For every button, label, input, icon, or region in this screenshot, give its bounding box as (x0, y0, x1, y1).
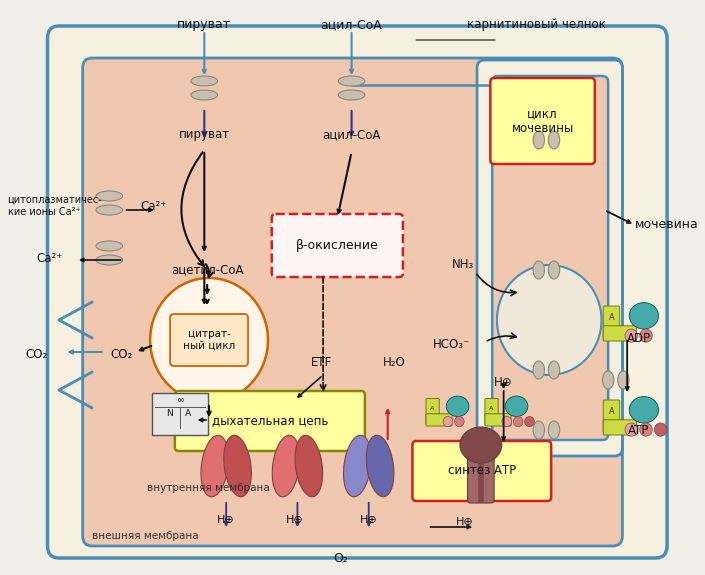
Text: NH₃: NH₃ (452, 259, 474, 271)
Circle shape (443, 416, 453, 427)
Text: CO₂: CO₂ (25, 348, 47, 362)
Ellipse shape (548, 261, 560, 279)
Text: внешняя мембрана: внешняя мембрана (92, 531, 199, 541)
Text: цикл
мочевины: цикл мочевины (511, 107, 574, 135)
FancyBboxPatch shape (467, 445, 494, 503)
Ellipse shape (338, 76, 365, 86)
Text: HCO₃⁻: HCO₃⁻ (433, 339, 470, 351)
Circle shape (497, 265, 601, 375)
Text: мочевина: мочевина (634, 218, 699, 232)
Ellipse shape (603, 371, 614, 389)
Text: цитоплазматичес-
кие ионы Ca²⁺: цитоплазматичес- кие ионы Ca²⁺ (8, 195, 102, 217)
FancyBboxPatch shape (603, 400, 620, 433)
Text: дыхательная цепь: дыхательная цепь (212, 415, 328, 427)
FancyBboxPatch shape (82, 58, 623, 546)
Ellipse shape (201, 435, 228, 497)
Ellipse shape (533, 131, 544, 149)
Circle shape (502, 416, 512, 427)
Ellipse shape (533, 361, 544, 379)
Circle shape (654, 423, 667, 436)
Ellipse shape (96, 191, 123, 201)
Text: H⊕: H⊕ (456, 517, 474, 527)
Ellipse shape (191, 90, 218, 100)
Text: H₂O: H₂O (383, 355, 406, 369)
FancyBboxPatch shape (170, 314, 248, 366)
Ellipse shape (505, 396, 528, 416)
Text: ATP: ATP (628, 424, 649, 436)
Text: синтез АТР: синтез АТР (448, 465, 516, 477)
Ellipse shape (96, 205, 123, 215)
FancyBboxPatch shape (426, 398, 439, 424)
Ellipse shape (548, 131, 560, 149)
Circle shape (639, 329, 652, 342)
Circle shape (625, 329, 637, 342)
Text: N: N (166, 409, 173, 419)
Ellipse shape (548, 421, 560, 439)
FancyBboxPatch shape (603, 326, 637, 341)
Text: карнитиновый челнок: карнитиновый челнок (467, 18, 606, 31)
Ellipse shape (446, 396, 469, 416)
FancyBboxPatch shape (491, 78, 595, 164)
Text: ∞: ∞ (176, 395, 185, 405)
Circle shape (513, 416, 523, 427)
Ellipse shape (272, 435, 300, 497)
FancyBboxPatch shape (492, 76, 608, 440)
Text: O₂: O₂ (333, 552, 348, 565)
Ellipse shape (96, 241, 123, 251)
Text: A: A (489, 405, 494, 411)
Ellipse shape (295, 435, 323, 497)
Text: пируват: пируват (177, 18, 231, 31)
Text: A: A (608, 313, 614, 323)
FancyBboxPatch shape (603, 306, 620, 339)
Text: ацил-CoA: ацил-CoA (321, 18, 383, 31)
Text: A: A (608, 408, 614, 416)
Ellipse shape (630, 302, 658, 329)
Circle shape (639, 423, 652, 436)
Ellipse shape (223, 435, 252, 497)
Ellipse shape (460, 427, 502, 463)
Text: A: A (430, 405, 435, 411)
FancyBboxPatch shape (603, 420, 637, 435)
Text: цитрат-
ный цикл: цитрат- ный цикл (183, 329, 235, 351)
Text: внутренняя мембрана: внутренняя мембрана (147, 483, 270, 493)
Ellipse shape (191, 76, 218, 86)
Ellipse shape (343, 435, 371, 497)
Text: ADP: ADP (627, 332, 651, 344)
Text: H⊕: H⊕ (217, 515, 235, 525)
Ellipse shape (630, 397, 658, 423)
Ellipse shape (533, 421, 544, 439)
FancyBboxPatch shape (271, 214, 403, 277)
Text: ацил-CoA: ацил-CoA (322, 128, 381, 141)
Ellipse shape (338, 90, 365, 100)
Circle shape (525, 416, 534, 427)
Ellipse shape (96, 255, 123, 265)
Ellipse shape (533, 261, 544, 279)
FancyBboxPatch shape (175, 391, 365, 451)
Ellipse shape (367, 435, 394, 497)
Circle shape (625, 423, 637, 436)
FancyBboxPatch shape (485, 414, 511, 426)
Text: Ca²⁺: Ca²⁺ (36, 251, 63, 264)
Text: Ca²⁺: Ca²⁺ (140, 201, 167, 213)
FancyBboxPatch shape (412, 441, 551, 501)
Text: H⊕: H⊕ (360, 515, 378, 525)
Text: ETF: ETF (311, 355, 332, 369)
FancyBboxPatch shape (426, 414, 452, 426)
Text: β-окисление: β-окисление (296, 240, 379, 252)
Circle shape (455, 416, 464, 427)
Ellipse shape (548, 361, 560, 379)
Text: ацетил-CoA: ацетил-CoA (171, 263, 243, 277)
Text: H⊕: H⊕ (494, 375, 513, 389)
Text: CO₂: CO₂ (111, 348, 133, 362)
Circle shape (150, 278, 268, 402)
FancyBboxPatch shape (485, 398, 498, 424)
Text: пируват: пируват (179, 128, 230, 141)
Text: H⊕: H⊕ (286, 515, 303, 525)
FancyBboxPatch shape (47, 26, 667, 558)
Ellipse shape (618, 371, 629, 389)
FancyBboxPatch shape (152, 393, 208, 435)
Text: A: A (185, 409, 191, 419)
FancyBboxPatch shape (477, 60, 623, 456)
